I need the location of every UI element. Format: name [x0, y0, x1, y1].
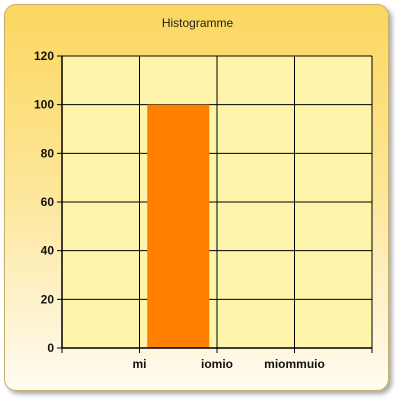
chart-title: Histogramme [161, 16, 234, 30]
x-category-label: iomio [201, 357, 233, 371]
y-tick-label: 100 [34, 98, 54, 112]
axes [57, 55, 373, 353]
y-tick-label: 120 [34, 49, 54, 63]
bars [147, 104, 210, 349]
y-tick-label: 40 [41, 244, 55, 258]
tick-labels: 0 20 40 60 80 100 120 mi iomio miommuio [34, 49, 325, 371]
bar [147, 104, 210, 349]
x-category-label: mi [132, 357, 146, 371]
y-tick-label: 20 [41, 292, 55, 306]
y-tick-label: 80 [41, 146, 55, 160]
y-tick-label: 60 [41, 195, 55, 209]
y-tick-label: 0 [47, 341, 54, 355]
grid-lines [62, 55, 373, 349]
x-category-label: miommuio [264, 357, 325, 371]
